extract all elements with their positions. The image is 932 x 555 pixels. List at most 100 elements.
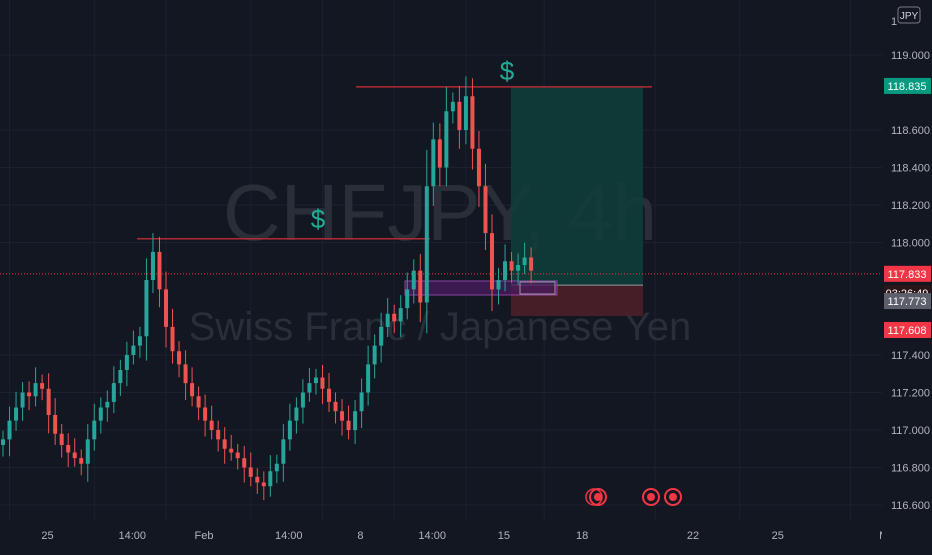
candle — [190, 367, 195, 407]
candle-body — [490, 233, 494, 290]
candle-body — [105, 401, 110, 408]
candle — [379, 312, 384, 363]
entry-price-label: 117.773 — [884, 293, 931, 310]
candle — [209, 405, 214, 440]
x-tick-label: 25 — [41, 530, 53, 542]
candle-body — [300, 392, 305, 408]
candle — [59, 424, 64, 458]
candle-body — [209, 420, 214, 430]
candle — [405, 272, 410, 320]
candle-body — [20, 392, 25, 408]
candle — [177, 341, 182, 378]
dollar-label-1: $ — [311, 204, 326, 234]
candle — [300, 379, 305, 424]
candle-body — [463, 96, 468, 130]
candle-body — [509, 261, 514, 271]
y-tick-label: 117.000 — [891, 425, 930, 437]
candle — [255, 468, 260, 494]
candle-body — [124, 355, 129, 370]
candle — [79, 449, 84, 476]
candle — [196, 386, 201, 421]
stop-price-label-text: 117.608 — [888, 325, 927, 337]
candle — [183, 350, 188, 400]
candle — [287, 403, 292, 451]
candle-body — [457, 101, 462, 130]
candle-body — [229, 448, 234, 453]
candle — [40, 374, 45, 401]
candle — [483, 163, 488, 250]
candle — [503, 244, 508, 292]
candle-body — [313, 377, 318, 384]
split-icon[interactable] — [664, 488, 682, 506]
y-tick-label: 116.600 — [891, 500, 930, 512]
candle-body — [157, 251, 162, 290]
candle-body — [450, 101, 455, 112]
candle-body — [33, 383, 38, 397]
candle-body — [53, 415, 58, 434]
candle — [118, 359, 123, 397]
profit-zone[interactable] — [511, 85, 643, 286]
candle-body — [529, 257, 534, 271]
candle — [457, 85, 462, 149]
candle — [235, 443, 240, 470]
dividend-icon-dot — [594, 493, 602, 501]
candle — [496, 267, 501, 305]
candle-body — [164, 289, 168, 327]
candle-body — [424, 186, 429, 303]
candle — [470, 78, 475, 170]
candle-body — [418, 270, 423, 303]
dividend-icon[interactable] — [585, 488, 607, 506]
candle-body — [327, 388, 331, 402]
candle-body — [503, 261, 508, 280]
candle-body — [346, 420, 351, 430]
candle-body — [437, 139, 442, 168]
candle — [444, 86, 449, 187]
candle — [137, 326, 142, 358]
earnings-icon[interactable] — [642, 488, 660, 506]
candle — [150, 233, 155, 294]
candle — [424, 149, 429, 334]
event-icons[interactable] — [585, 488, 682, 506]
candle — [261, 471, 266, 501]
dollar-label-2: $ — [500, 56, 515, 86]
candle — [85, 424, 90, 482]
candle — [92, 403, 97, 451]
long-position-tool[interactable] — [511, 85, 643, 316]
candle-body — [118, 370, 123, 384]
candle-body — [516, 265, 521, 271]
x-tick-label: 8 — [357, 530, 363, 542]
y-tick-label: 118.000 — [891, 238, 930, 250]
y-axis[interactable]: 119.000 118.600 118.400 118.200 118.000 117.4… — [882, 0, 932, 550]
candle — [144, 258, 149, 361]
current-price-label-text: 117.833 — [888, 269, 927, 281]
candle — [392, 304, 397, 334]
candle — [274, 454, 279, 484]
candle-body — [385, 313, 390, 327]
candle — [294, 397, 299, 434]
candle — [307, 368, 312, 402]
candle — [124, 341, 129, 387]
candle-body — [431, 139, 436, 187]
x-tick-label: 22 — [687, 530, 699, 542]
candle — [157, 236, 162, 308]
candle — [20, 382, 25, 421]
y-tick-label: 118.200 — [891, 200, 930, 212]
candle-body — [111, 383, 116, 402]
dividend-icon-stack — [585, 488, 603, 506]
range-box[interactable] — [519, 281, 556, 295]
candle — [522, 242, 527, 274]
demand-zone-box[interactable] — [404, 280, 558, 296]
candle-body — [242, 458, 247, 468]
candle — [66, 433, 71, 468]
candle — [46, 373, 51, 434]
drawings[interactable]: $$ — [0, 56, 882, 296]
candle — [366, 345, 371, 406]
candle — [385, 298, 390, 337]
candle-body — [476, 148, 481, 187]
candle-body — [281, 439, 286, 464]
currency-badge[interactable]: JPY — [897, 6, 921, 24]
candle-body — [196, 396, 201, 408]
candle-body — [372, 345, 377, 365]
